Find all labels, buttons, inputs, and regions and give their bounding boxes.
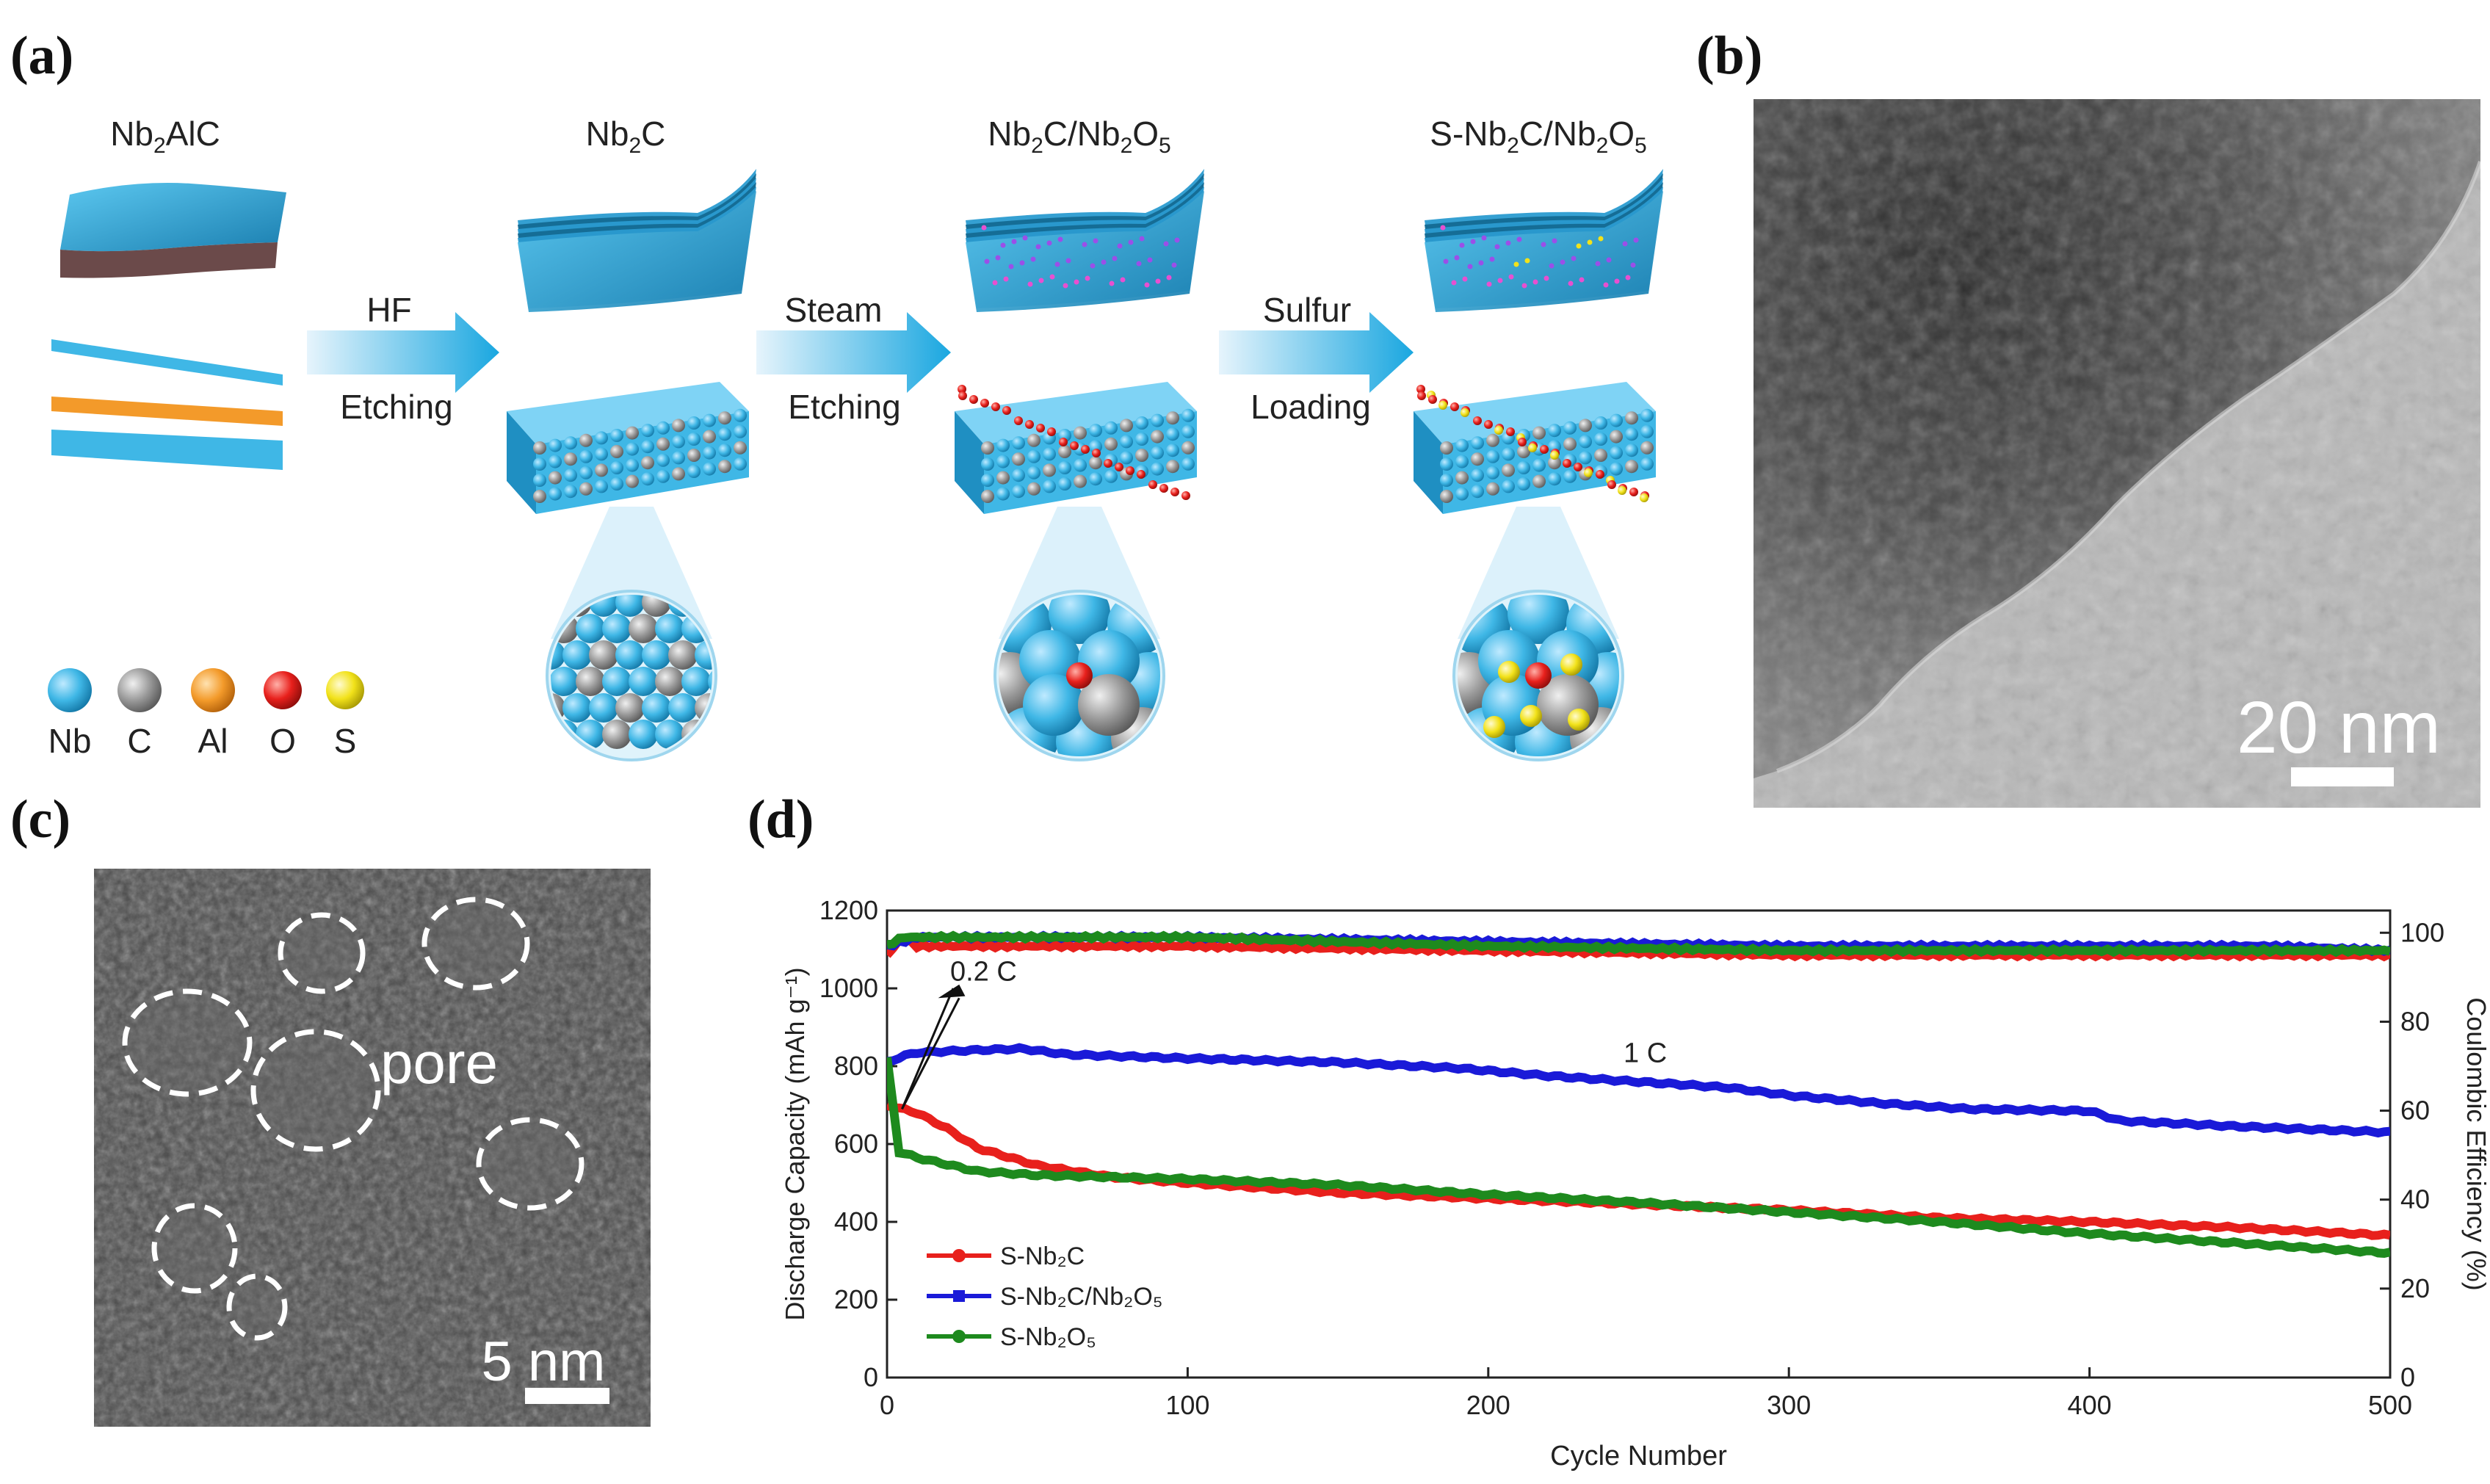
y2-axis-label: Coulombic Efficiency (%) bbox=[2461, 997, 2490, 1290]
stage-title-1: Nb2AlC bbox=[110, 115, 220, 158]
legend-marker bbox=[952, 1249, 966, 1262]
panel-a: (a) Nb2AlC Nb2C Nb2C/Nb2O5 S-Nb2C/Nb2O5 … bbox=[10, 26, 1663, 761]
x-tick-label: 400 bbox=[2068, 1390, 2112, 1420]
legend-label: S-Nb₂O₅ bbox=[1000, 1323, 1096, 1351]
scalebar-b-label: 20 nm bbox=[2237, 687, 2441, 769]
legend-swatch-nb bbox=[48, 668, 92, 712]
legend-swatch-s bbox=[326, 671, 364, 709]
legend-label-al: Al bbox=[198, 722, 228, 760]
tem-image-b: 20 nm bbox=[1754, 99, 2480, 808]
panel-a-letter: (a) bbox=[10, 26, 73, 86]
step-2-bottom: Etching bbox=[788, 388, 900, 426]
stage-1-illustration bbox=[51, 183, 286, 470]
legend-label-c: C bbox=[127, 722, 151, 760]
step-3-top: Sulfur bbox=[1263, 291, 1351, 329]
pore-circle bbox=[226, 1273, 288, 1341]
y-tick-label: 800 bbox=[834, 1051, 878, 1081]
step-2-top: Steam bbox=[785, 291, 883, 329]
pore-label: pore bbox=[380, 1030, 498, 1096]
annotation-arrowhead bbox=[938, 984, 966, 999]
efficiency-line-s-nb2o5 bbox=[887, 930, 2390, 958]
panel-c-letter: (c) bbox=[10, 789, 70, 850]
pore-circle bbox=[122, 988, 253, 1097]
legend-swatch-o bbox=[264, 671, 302, 709]
pore-circle bbox=[250, 1029, 381, 1152]
scalebar-c-label: 5 nm bbox=[482, 1331, 606, 1393]
legend-swatch-al bbox=[191, 668, 235, 712]
scalebar-c bbox=[525, 1388, 609, 1404]
pore-circle bbox=[278, 912, 366, 994]
step-3-bottom: Loading bbox=[1251, 388, 1371, 426]
legend-label-nb: Nb bbox=[48, 722, 92, 760]
x-axis-label: Cycle Number bbox=[1550, 1441, 1727, 1472]
stage-4-magnified-view bbox=[1452, 590, 1624, 761]
stage-2-illustration bbox=[507, 169, 756, 761]
stage-4-illustration bbox=[1414, 169, 1663, 761]
y-tick-label: 0 bbox=[864, 1362, 878, 1392]
y-tick-label: 1200 bbox=[819, 895, 878, 925]
step-1-top: HF bbox=[366, 291, 411, 329]
panel-d-letter: (d) bbox=[748, 789, 814, 850]
x-tick-label: 100 bbox=[1165, 1390, 1209, 1420]
x-tick-label: 300 bbox=[1767, 1390, 1811, 1420]
stage-title-3: Nb2C/Nb2O5 bbox=[988, 115, 1170, 158]
x-tick-label: 0 bbox=[880, 1390, 894, 1420]
process-arrow-3 bbox=[1219, 312, 1414, 393]
scalebar-b bbox=[2291, 767, 2394, 786]
annotation-0-2c: 0.2 C bbox=[950, 956, 1017, 987]
cycling-chart: 0 100 200 300 400 500020040060080010001200020… bbox=[780, 895, 2490, 1472]
y2-tick-label: 20 bbox=[2400, 1273, 2430, 1303]
panel-b: (b) 20 nm bbox=[1696, 26, 2480, 808]
element-legend: Nb C Al O S bbox=[48, 668, 364, 760]
x-tick-label: 500 bbox=[2368, 1390, 2412, 1420]
legend-marker bbox=[953, 1290, 965, 1302]
y-tick-label: 1000 bbox=[819, 973, 878, 1003]
stage-3-magnified-view bbox=[994, 590, 1165, 761]
capacity-line-s-nb2c-nb2o5 bbox=[887, 1043, 2390, 1138]
panel-d: (d) 0 100 200 300 400 50002004006008001000120… bbox=[748, 789, 2490, 1472]
legend-label: S-Nb₂C bbox=[1000, 1242, 1085, 1270]
pore-circle bbox=[421, 897, 530, 991]
process-arrow-2 bbox=[756, 312, 951, 393]
stage-1-atom-layers bbox=[51, 339, 283, 470]
stage-title-4: S-Nb2C/Nb2O5 bbox=[1430, 115, 1646, 158]
y-tick-label: 400 bbox=[834, 1206, 878, 1237]
y2-tick-label: 0 bbox=[2400, 1362, 2415, 1392]
pore-circle bbox=[151, 1203, 238, 1294]
stage-3-illustration bbox=[955, 169, 1204, 761]
panel-b-letter: (b) bbox=[1696, 26, 1762, 86]
y2-tick-label: 80 bbox=[2400, 1006, 2430, 1036]
capacity-line-s-nb2o5 bbox=[887, 1057, 2390, 1258]
y-tick-label: 600 bbox=[834, 1129, 878, 1159]
chart-legend: S-Nb₂C S-Nb₂C/Nb₂O₅ S-Nb₂O₅ bbox=[927, 1242, 1162, 1351]
legend-swatch-c bbox=[117, 668, 162, 712]
y-axis-label: Discharge Capacity (mAh g⁻¹) bbox=[780, 967, 810, 1320]
legend-marker bbox=[952, 1330, 966, 1343]
panel-c: (c) pore 5 nm bbox=[10, 789, 651, 1427]
process-arrow-1 bbox=[307, 312, 499, 393]
hrtem-image-c: pore 5 nm bbox=[94, 869, 651, 1427]
pore-circles bbox=[122, 897, 585, 1341]
stages-illustrations bbox=[507, 169, 1663, 761]
step-1-bottom: Etching bbox=[340, 388, 452, 426]
y-tick-label: 200 bbox=[834, 1284, 878, 1314]
x-tick-label: 200 bbox=[1466, 1390, 1510, 1420]
annotation-1c: 1 C bbox=[1624, 1038, 1667, 1069]
legend-label: S-Nb₂C/Nb₂O₅ bbox=[1000, 1283, 1162, 1311]
annotation-arrow bbox=[901, 988, 955, 1110]
legend-label-o: O bbox=[269, 722, 296, 760]
stage-title-2: Nb2C bbox=[586, 115, 666, 158]
legend-label-s: S bbox=[334, 722, 357, 760]
y2-tick-label: 100 bbox=[2400, 917, 2444, 947]
annotation-arrow bbox=[901, 997, 960, 1110]
y2-tick-label: 40 bbox=[2400, 1184, 2430, 1215]
pore-circle bbox=[476, 1117, 585, 1211]
y2-tick-label: 60 bbox=[2400, 1096, 2430, 1126]
